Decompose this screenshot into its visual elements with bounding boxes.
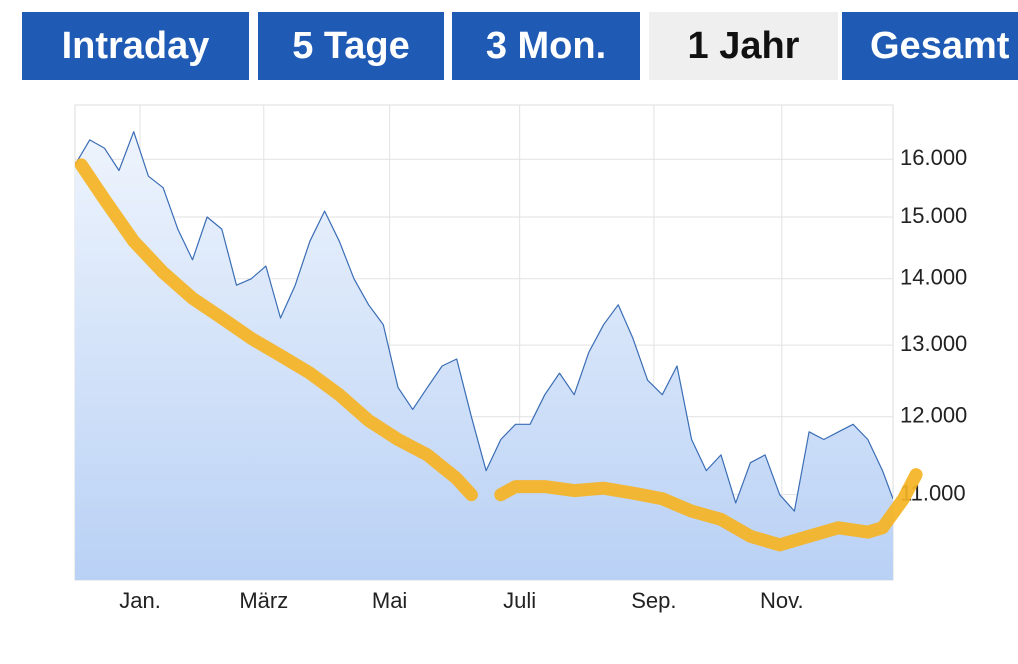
highlight-line xyxy=(74,158,923,552)
x-tick-label: Sep. xyxy=(631,588,676,613)
area xyxy=(75,131,893,580)
line xyxy=(75,131,893,512)
y-tick-label: 14.000 xyxy=(900,265,967,290)
x-tick-label: Jan. xyxy=(119,588,161,613)
tab[interactable]: 5 Tage xyxy=(258,12,444,80)
tab-label: 3 Mon. xyxy=(486,25,606,67)
plot-area xyxy=(75,131,893,580)
tab-label: Gesamt xyxy=(870,25,1010,67)
y-tick-label: 12.000 xyxy=(900,403,967,428)
tab-background xyxy=(452,12,640,80)
x-tick-label: Juli xyxy=(503,588,536,613)
tab-background xyxy=(22,12,249,80)
tab-background xyxy=(258,12,444,80)
x-tick-label: Nov. xyxy=(760,588,804,613)
y-tick-label: 13.000 xyxy=(900,331,967,356)
tab-label: 1 Jahr xyxy=(688,25,800,67)
y-tick-label: 15.000 xyxy=(900,203,967,228)
tab[interactable]: Gesamt xyxy=(842,12,1018,80)
x-tick-label: Mai xyxy=(372,588,407,613)
x-tick-label: März xyxy=(239,588,288,613)
tab[interactable]: 1 Jahr xyxy=(649,12,838,80)
tab-label: 5 Tage xyxy=(292,25,410,67)
tab-background xyxy=(842,12,1018,80)
tab-label: Intraday xyxy=(62,25,210,67)
tab[interactable]: Intraday xyxy=(22,12,249,80)
tab-background xyxy=(649,12,838,80)
tab[interactable]: 3 Mon. xyxy=(452,12,640,80)
y-tick-label: 16.000 xyxy=(900,145,967,170)
